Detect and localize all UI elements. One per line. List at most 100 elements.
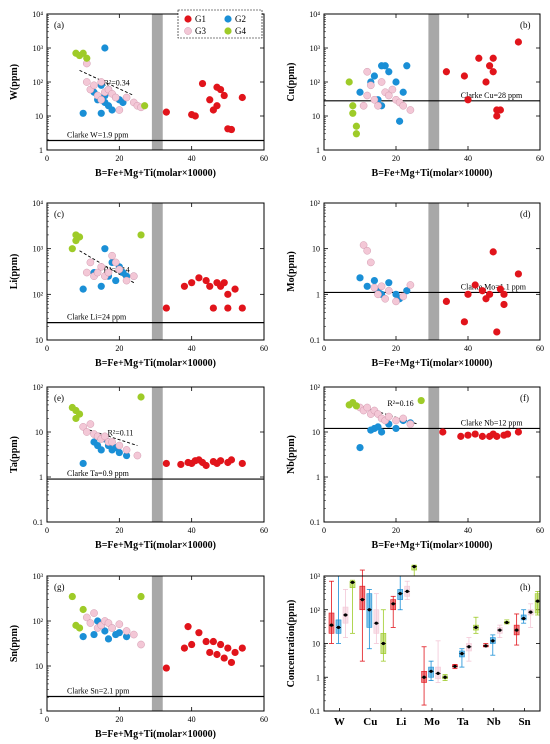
data-point-g3 (359, 241, 368, 249)
data-point-g3 (90, 81, 98, 90)
data-point-g3 (104, 268, 113, 277)
data-point-g2 (392, 78, 400, 86)
data-point-g2 (122, 633, 131, 641)
category-label: Sn (518, 716, 530, 728)
y-tick-label: 0.1 (310, 707, 320, 716)
y-tick-label: 10⁴ (32, 10, 43, 19)
data-point-g4 (83, 54, 91, 62)
panel-b: 1 10 10² 10³ 10⁴ 0 20 40 60 Clarke Cu=28 ppm B=Fe+… (286, 10, 544, 179)
data-point-g1 (162, 304, 170, 312)
data-point-g3 (406, 106, 415, 114)
legend-marker-g4 (224, 27, 232, 35)
data-point-g1 (238, 644, 246, 652)
data-point-g3 (82, 268, 91, 277)
x-tick-label: 40 (188, 154, 196, 163)
data-point-g1 (457, 432, 465, 440)
x-tick-label: 20 (115, 526, 123, 535)
plot-frame (46, 13, 265, 151)
data-point-g2 (101, 627, 109, 635)
y-axis-title: W(ppm) (9, 64, 20, 100)
data-point-g1 (202, 637, 210, 646)
data-point-g3 (374, 101, 382, 110)
data-point-g1 (177, 460, 185, 469)
panel-label: (g) (54, 582, 65, 592)
y-tick-label: 10² (33, 290, 44, 299)
category-label: Ta (457, 716, 469, 728)
data-point-g3 (137, 640, 145, 649)
data-point-g3 (399, 414, 408, 423)
y-axis-title: Concentration(ppm) (286, 600, 297, 688)
y-tick-label: 10³ (33, 44, 44, 53)
box-g3 (373, 609, 380, 634)
data-point-g1 (464, 431, 472, 439)
x-tick-label: 0 (45, 344, 49, 353)
data-point-g3 (86, 258, 95, 267)
data-point-g3 (363, 403, 372, 412)
data-point-g1 (489, 54, 497, 62)
x-tick-label: 40 (464, 526, 472, 535)
data-point-g2 (392, 424, 400, 433)
data-point-g3 (86, 420, 95, 428)
box-g4 (534, 593, 541, 614)
data-point-g1 (191, 112, 199, 120)
data-point-g3 (108, 438, 116, 446)
data-point-g3 (363, 67, 372, 76)
box-mean (491, 639, 495, 643)
y-tick-label: 10² (33, 383, 44, 392)
clarke-label: Clarke Mo=1.1 ppm (461, 282, 527, 291)
data-point-g2 (79, 459, 87, 468)
data-point-g2 (378, 428, 386, 436)
panel-d: 0.1 1 10 10² 0 20 40 60 Clarke Mo=1.1 ppm B=Fe+Mg… (286, 199, 544, 369)
data-point-g1 (188, 279, 196, 287)
data-point-g3 (108, 251, 116, 260)
data-point-g1 (478, 287, 486, 295)
box-mean (398, 592, 402, 596)
data-point-g3 (122, 93, 131, 102)
data-point-g1 (224, 290, 232, 298)
data-point-g3 (115, 106, 124, 114)
data-point-g1 (493, 328, 501, 336)
data-point-g1 (478, 432, 486, 440)
data-point-g1 (162, 108, 170, 116)
data-point-g1 (224, 304, 232, 312)
data-point-g1 (475, 54, 483, 62)
box-mean (453, 664, 457, 668)
data-point-g1 (195, 274, 203, 282)
legend-marker-g2 (224, 15, 232, 23)
data-point-g2 (97, 446, 105, 454)
box-mean (422, 675, 426, 679)
data-point-g3 (97, 263, 106, 271)
box-mean (515, 628, 519, 632)
y-tick-label: 10 (312, 112, 320, 121)
data-point-g3 (93, 268, 102, 277)
data-point-g2 (112, 276, 120, 285)
y-tick-label: 10² (310, 383, 321, 392)
data-point-g2 (363, 282, 371, 290)
box-mean (460, 652, 464, 656)
y-axis-title: Sn(ppm) (9, 625, 20, 662)
data-point-g1 (493, 432, 501, 440)
legend-label: G4 (235, 26, 246, 36)
x-tick-label: 40 (188, 526, 196, 535)
data-point-g4 (75, 624, 84, 632)
y-axis-title: Cu(ppm) (286, 63, 297, 102)
data-point-g3 (90, 609, 98, 617)
data-point-g3 (97, 78, 106, 86)
data-point-g2 (108, 106, 116, 114)
data-point-g3 (399, 101, 408, 110)
legend-box (177, 9, 263, 39)
data-point-g1 (238, 459, 246, 468)
data-point-g2 (104, 635, 113, 643)
y-tick-label: 10² (310, 78, 321, 87)
data-point-g3 (363, 91, 372, 100)
data-point-g1 (184, 623, 192, 631)
y-tick-label: 1 (39, 473, 43, 482)
separator-band (151, 14, 163, 150)
box-mean (498, 628, 502, 632)
y-axis-title: Nb(ppm) (286, 435, 297, 474)
data-point-g4 (79, 605, 87, 614)
panel-label: (d) (520, 209, 531, 219)
separator-band (151, 576, 163, 711)
